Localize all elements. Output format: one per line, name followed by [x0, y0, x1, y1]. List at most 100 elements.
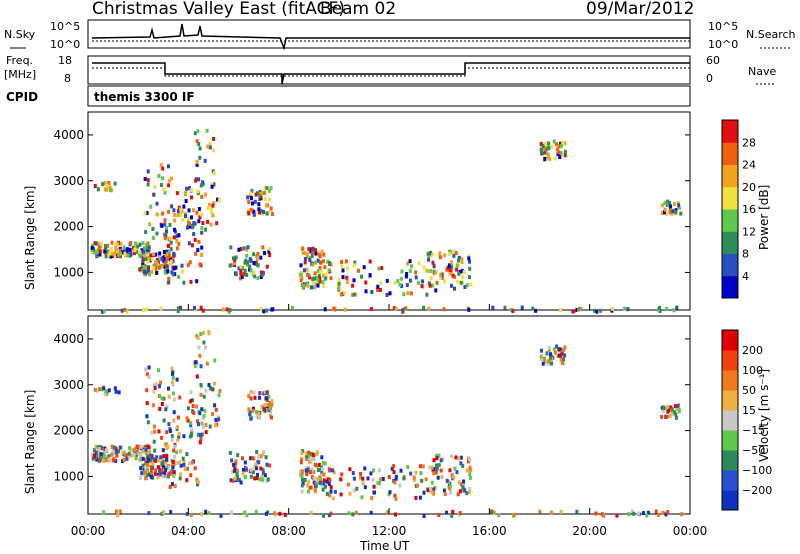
data-cell	[313, 276, 316, 281]
data-cell	[158, 407, 162, 411]
data-cell	[312, 457, 316, 462]
data-cell	[559, 151, 563, 156]
data-cell	[436, 475, 440, 480]
data-cell	[97, 244, 101, 249]
data-cell	[431, 260, 435, 265]
data-cell	[269, 409, 273, 414]
data-cell	[201, 221, 205, 225]
data-cell	[109, 254, 113, 259]
data-cell	[152, 266, 156, 271]
data-cell	[434, 470, 438, 475]
data-cell	[192, 411, 196, 415]
data-cell	[562, 357, 565, 362]
data-cell	[265, 264, 269, 269]
data-cell	[96, 187, 100, 192]
data-cell	[312, 470, 316, 475]
data-cell	[94, 444, 98, 449]
data-cell	[198, 411, 202, 416]
data-cell	[172, 418, 176, 423]
data-cell	[316, 477, 320, 482]
data-cell	[165, 226, 168, 231]
data-cell	[171, 482, 174, 487]
power-data	[90, 128, 683, 314]
data-cell	[261, 452, 265, 457]
data-cell	[217, 417, 221, 422]
colorbar-tick-label: 4	[742, 270, 749, 283]
data-cell	[432, 269, 436, 274]
data-cell	[426, 251, 430, 256]
data-cell	[145, 450, 149, 455]
data-cell	[200, 194, 204, 199]
data-cell	[322, 513, 325, 518]
data-cell	[405, 283, 409, 288]
data-cell	[453, 286, 456, 291]
data-cell	[431, 252, 435, 257]
data-cell	[172, 448, 176, 453]
data-cell	[146, 169, 150, 174]
data-cell	[379, 477, 383, 482]
data-cell	[146, 255, 150, 260]
data-cell	[211, 148, 215, 153]
data-cell	[129, 252, 133, 257]
data-cell	[108, 254, 111, 259]
data-cell	[262, 209, 266, 214]
data-cell	[182, 460, 186, 465]
data-cell	[162, 396, 166, 401]
data-cell	[264, 455, 268, 460]
data-cell	[158, 394, 161, 398]
colorbar-segment	[722, 231, 738, 254]
data-cell	[98, 252, 102, 257]
y-tick-label: 3000	[53, 378, 84, 392]
data-cell	[170, 470, 174, 475]
data-cell	[351, 512, 355, 517]
data-cell	[202, 340, 206, 345]
data-cell	[204, 388, 208, 393]
data-cell	[188, 222, 191, 226]
data-cell	[193, 131, 197, 136]
data-cell	[130, 453, 134, 458]
data-cell	[246, 245, 250, 250]
data-cell	[339, 477, 343, 482]
data-cell	[133, 450, 137, 455]
data-cell	[187, 241, 191, 246]
data-cell	[151, 226, 155, 231]
data-cell	[186, 225, 189, 230]
data-cell	[177, 275, 180, 279]
data-cell	[182, 204, 186, 209]
data-cell	[168, 223, 172, 227]
data-cell	[211, 213, 215, 218]
data-cell	[204, 422, 208, 427]
data-cell	[207, 329, 211, 334]
data-cell	[154, 266, 158, 271]
data-cell	[269, 186, 273, 191]
data-cell	[146, 265, 150, 270]
data-cell	[463, 488, 467, 493]
data-cell	[316, 283, 320, 288]
data-cell	[340, 260, 343, 265]
data-cell	[306, 489, 310, 494]
data-cell	[554, 350, 557, 355]
data-cell	[308, 275, 312, 280]
data-cell	[434, 288, 438, 293]
data-cell	[253, 464, 257, 469]
data-cell	[95, 250, 99, 255]
data-cell	[270, 403, 274, 408]
data-cell	[392, 470, 396, 474]
data-cell	[96, 450, 100, 455]
data-cell	[107, 454, 111, 459]
colorbar-segment	[722, 164, 738, 188]
data-cell	[142, 246, 146, 251]
data-cell	[313, 462, 317, 467]
data-cell	[420, 478, 424, 483]
data-cell	[323, 265, 327, 270]
data-cell	[199, 305, 203, 310]
data-cell	[104, 458, 108, 463]
data-cell	[268, 405, 272, 410]
data-cell	[450, 264, 454, 269]
data-cell	[312, 281, 316, 285]
data-cell	[245, 513, 249, 518]
data-cell	[166, 444, 170, 449]
data-cell	[414, 495, 418, 500]
data-cell	[129, 240, 133, 245]
data-cell	[452, 253, 456, 258]
